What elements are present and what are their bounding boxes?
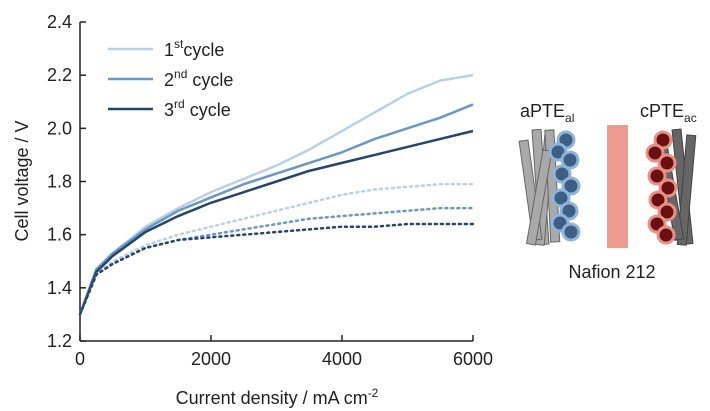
y-tick-label: 2.4 — [47, 12, 72, 32]
anode-label: aPTEal — [520, 101, 574, 125]
x-tick-label: 2000 — [191, 349, 231, 369]
y-tick-label: 2.2 — [47, 65, 72, 85]
y-tick-label: 1.8 — [47, 172, 72, 192]
legend-text: 1 — [164, 40, 174, 60]
legend-entry: 1stcycle — [164, 37, 224, 60]
legend-entry: 3rd cycle — [164, 97, 231, 120]
y-tick-label: 2.0 — [47, 118, 72, 138]
legend-text: st — [174, 37, 184, 51]
series-line — [78, 103, 474, 315]
y-tick-label: 1.4 — [47, 278, 72, 298]
series-line — [78, 129, 474, 315]
series-line — [78, 73, 474, 315]
x-tick-label: 6000 — [453, 349, 493, 369]
cathode-label: cPTEac — [640, 101, 697, 125]
membrane-label: Nafion 212 — [568, 262, 655, 282]
x-tick-label: 4000 — [322, 349, 362, 369]
legend-text: cycle — [187, 70, 233, 90]
y-tick-label: 1.6 — [47, 225, 72, 245]
x-axis-label: Current density / mA cm-2 — [176, 386, 379, 408]
legend-entry: 2nd cycle — [164, 67, 233, 90]
y-axis-label: Cell voltage / V — [12, 120, 32, 241]
legend-text: nd — [174, 67, 187, 81]
x-tick-label: 0 — [75, 349, 85, 369]
cell-diagram: aPTEal cPTEac Nafion 212 — [518, 101, 697, 282]
y-tick-label: 1.2 — [47, 331, 72, 351]
legend-text: rd — [174, 97, 185, 111]
series-line — [78, 222, 475, 316]
legend-text: 2 — [164, 70, 174, 90]
series-line — [78, 182, 475, 316]
legend-text: cycle — [183, 40, 224, 60]
legend-text: cycle — [185, 100, 231, 120]
legend-text: 3 — [164, 100, 174, 120]
